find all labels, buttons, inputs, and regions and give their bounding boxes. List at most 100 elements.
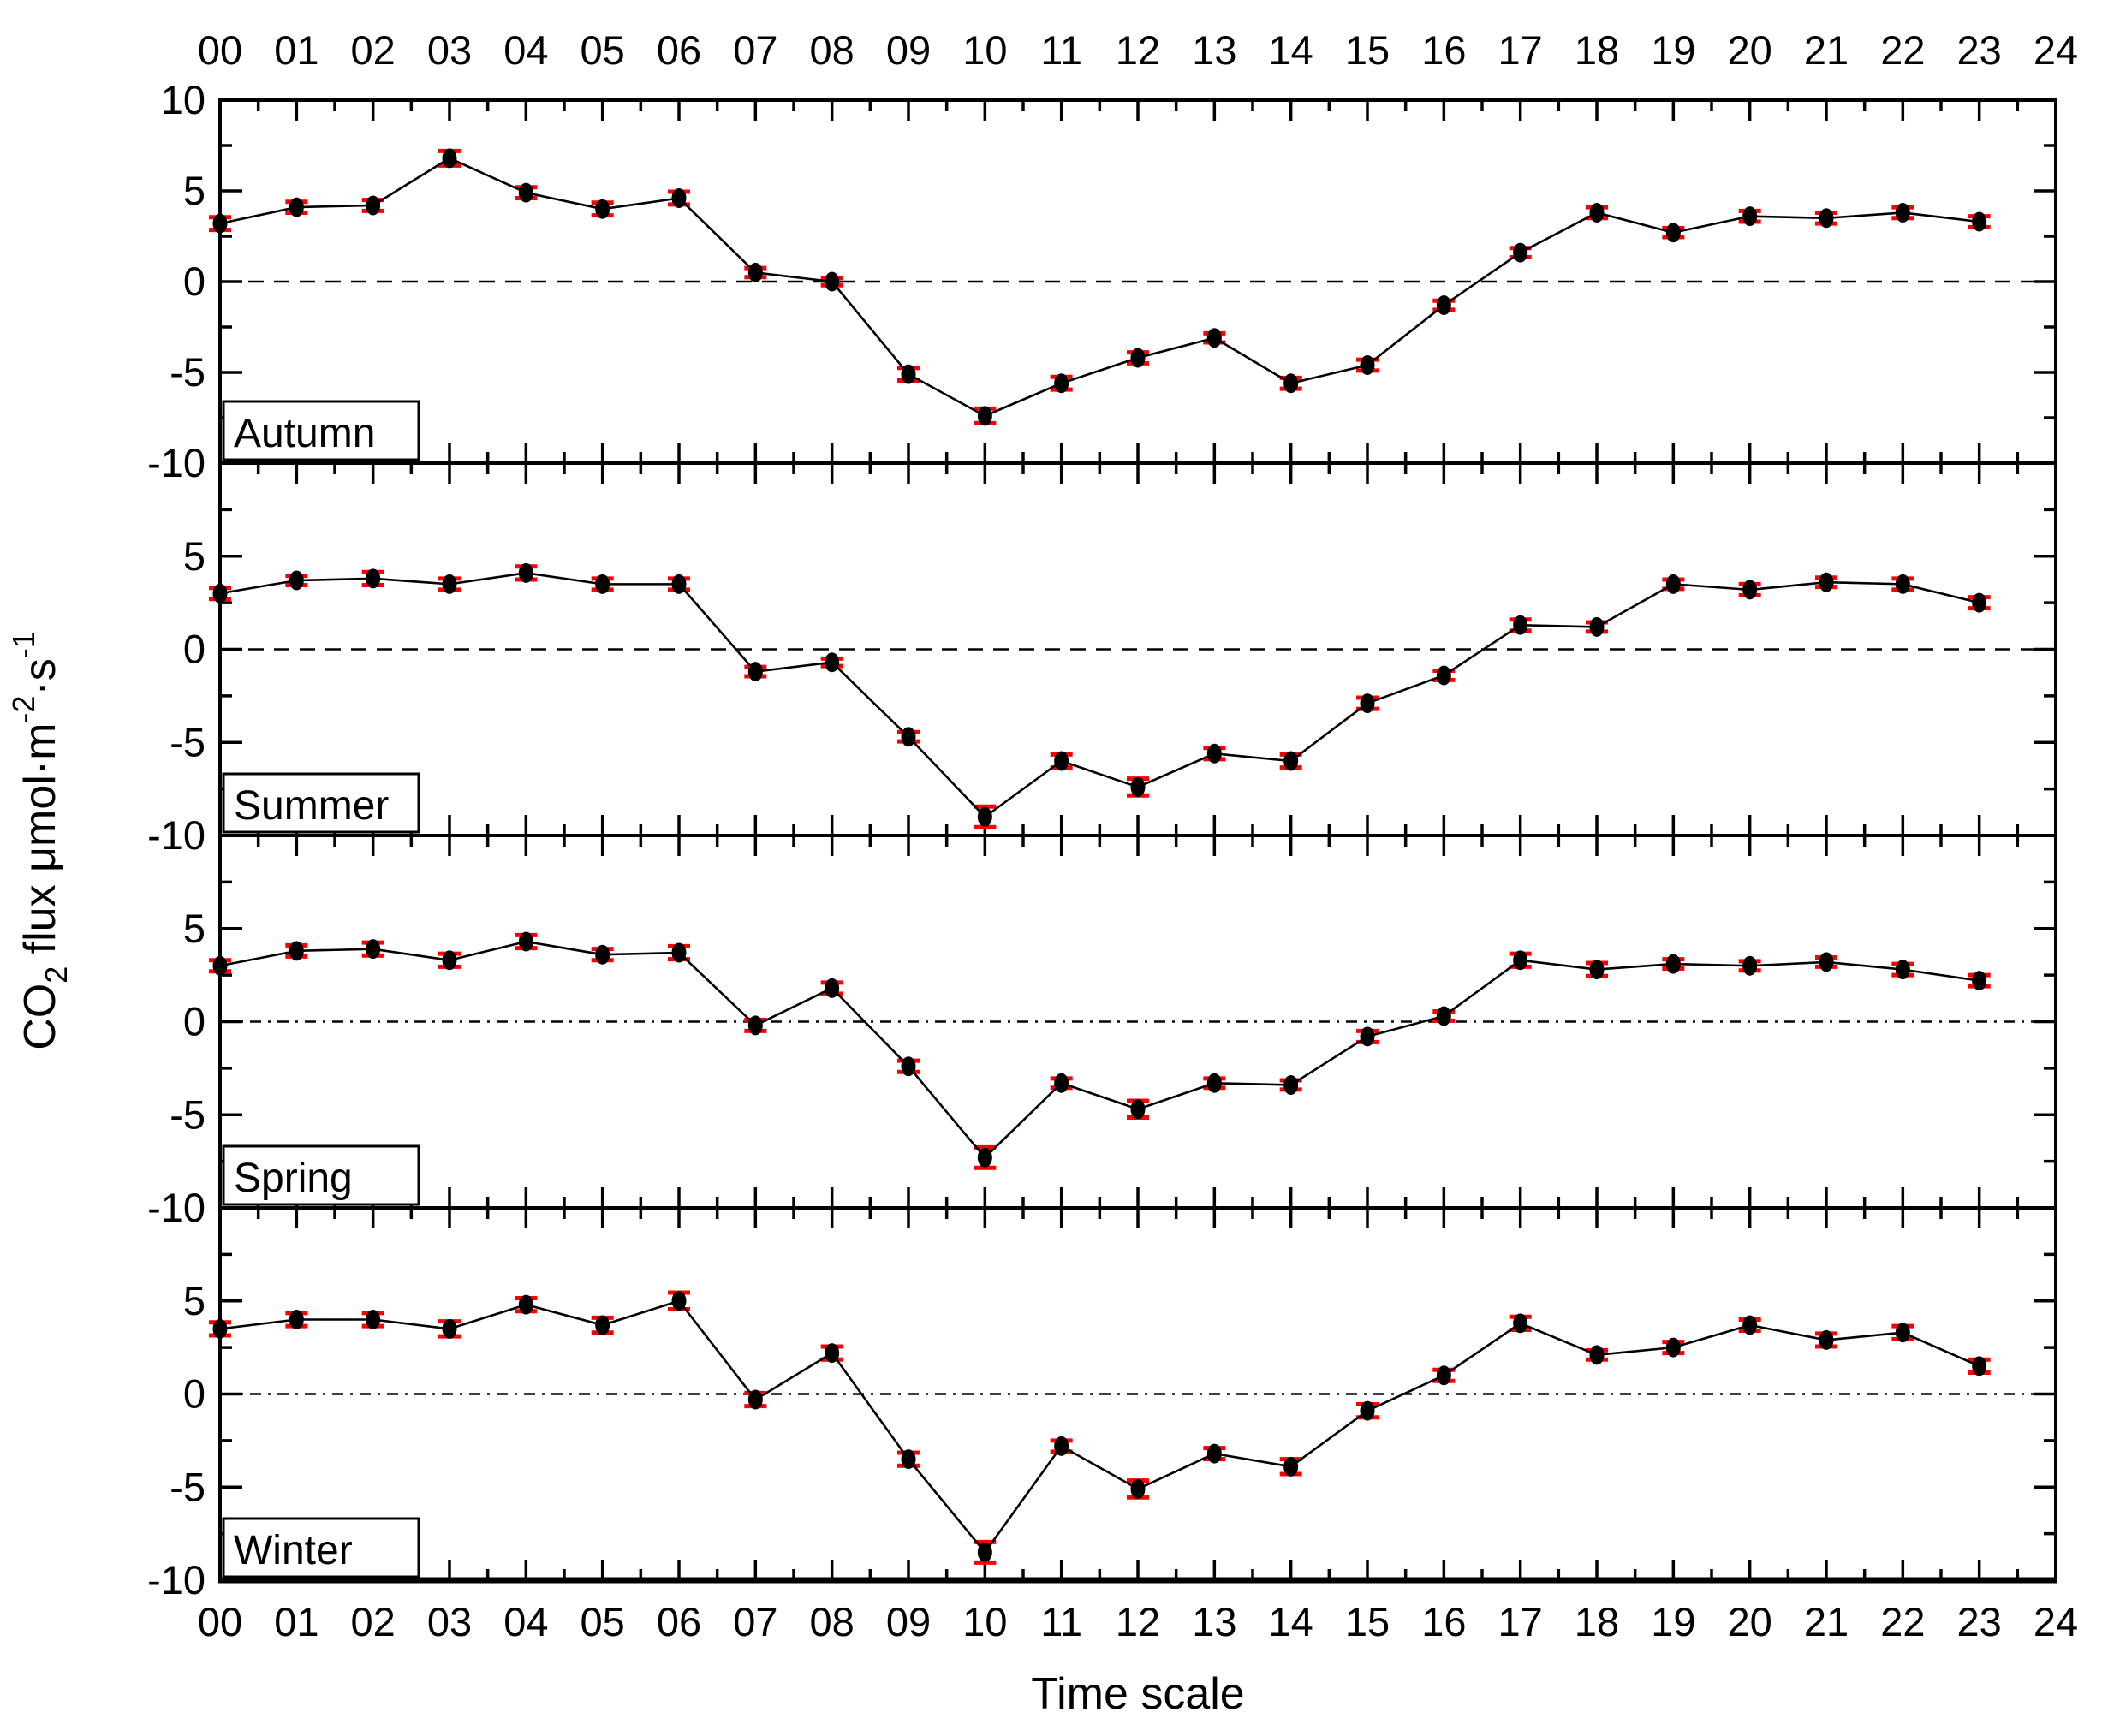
y-axis-title-part: -1	[6, 631, 41, 658]
data-point	[747, 662, 763, 682]
x-axis-title: Time scale	[1031, 1669, 1244, 1719]
x-tick-label-bottom: 05	[581, 1599, 625, 1644]
data-point	[671, 1291, 687, 1311]
season-label-box	[222, 1517, 420, 1578]
data-point	[1589, 616, 1605, 637]
data-point	[442, 574, 457, 594]
panels-root: 10 5 0 -5 -10 Autumn 5 0 -5 -10 Summer 5 0 -5 -10 Sprin…	[147, 27, 2078, 1644]
data-point	[1742, 580, 1758, 600]
data-point	[1589, 960, 1605, 980]
data-point	[366, 1310, 381, 1329]
data-point	[595, 574, 610, 594]
x-tick-label-top: 09	[886, 27, 931, 73]
data-point	[1895, 960, 1910, 980]
data-point	[1895, 1323, 1910, 1343]
y-tick-label: 0	[183, 1371, 205, 1417]
data-point	[825, 978, 840, 998]
data-point	[977, 1147, 992, 1168]
y-tick-label: 5	[183, 168, 205, 213]
x-tick-label-top: 15	[1345, 27, 1390, 73]
x-tick-label-bottom: 08	[810, 1599, 855, 1644]
data-point	[1360, 1400, 1375, 1421]
x-tick-label-bottom: 04	[503, 1599, 548, 1644]
y-tick-label: 5	[183, 1278, 205, 1323]
y-tick-label: 10	[161, 77, 205, 122]
y-axis-title-part: -2	[6, 696, 41, 723]
data-point	[901, 1449, 916, 1470]
x-tick-label-bottom: 06	[657, 1599, 701, 1644]
data-point	[1283, 1456, 1299, 1477]
data-point	[901, 364, 916, 384]
data-point	[901, 727, 916, 747]
data-point	[1513, 950, 1528, 971]
data-point	[1972, 1356, 1987, 1376]
data-point	[595, 1315, 610, 1335]
x-tick-label-top: 08	[810, 27, 855, 73]
season-label-box	[222, 400, 420, 461]
y-tick-label: 5	[183, 906, 205, 951]
x-tick-label-top: 06	[657, 27, 701, 73]
data-point	[977, 806, 992, 827]
x-tick-label-top: 11	[1040, 27, 1082, 73]
data-point	[1360, 355, 1375, 376]
x-tick-label-bottom: 11	[1040, 1599, 1082, 1644]
y-axis-title-part: flux μmol·m	[15, 723, 65, 966]
data-point	[289, 570, 304, 591]
data-point	[671, 574, 687, 594]
x-tick-label-bottom: 14	[1269, 1599, 1313, 1644]
data-point	[747, 1015, 763, 1036]
data-point	[518, 1294, 533, 1315]
data-point	[212, 213, 228, 234]
x-tick-label-top: 05	[581, 27, 625, 73]
x-tick-label-top: 03	[427, 27, 472, 73]
data-point	[289, 197, 304, 217]
x-tick-label-top: 22	[1880, 27, 1925, 73]
data-point	[1130, 1478, 1146, 1499]
y-tick-label: -10	[147, 812, 205, 858]
data-point	[595, 944, 610, 965]
x-tick-label-bottom: 07	[733, 1599, 777, 1644]
data-point	[1972, 971, 1987, 991]
data-point	[1054, 1436, 1069, 1456]
x-tick-label-top: 18	[1575, 27, 1619, 73]
data-point	[1206, 1073, 1222, 1093]
data-point	[671, 942, 687, 963]
data-point	[1972, 211, 1987, 232]
data-point	[825, 652, 840, 673]
data-point	[1436, 665, 1451, 686]
data-point	[1054, 373, 1069, 394]
y-tick-label: -5	[170, 719, 205, 764]
season-label: Spring	[234, 1156, 353, 1201]
data-point	[1130, 776, 1146, 797]
data-line	[219, 572, 1980, 818]
data-point	[1283, 1074, 1299, 1095]
x-tick-label-top: 04	[503, 27, 548, 73]
x-tick-label-top: 19	[1651, 27, 1695, 73]
data-point	[1206, 743, 1222, 764]
data-point	[1742, 1315, 1758, 1335]
y-axis-title-part: ·s	[15, 658, 65, 695]
x-tick-label-top: 16	[1421, 27, 1466, 73]
x-tick-label-top: 00	[198, 27, 242, 73]
y-tick-label: 0	[183, 627, 205, 672]
panel-winter: 5 0 -5 -10 Winter	[147, 1206, 2057, 1602]
data-point	[1589, 202, 1605, 223]
data-point	[212, 583, 228, 603]
data-point	[518, 562, 533, 583]
data-point	[825, 1343, 840, 1364]
data-point	[747, 1389, 763, 1410]
x-tick-label-bottom: 22	[1880, 1599, 1925, 1644]
y-tick-label: -5	[170, 1464, 205, 1509]
data-point	[1895, 202, 1910, 223]
x-tick-label-top: 10	[962, 27, 1007, 73]
panel-frame	[218, 98, 2057, 465]
data-point	[366, 939, 381, 960]
data-point	[1436, 1006, 1451, 1026]
season-label: Autumn	[234, 411, 375, 456]
x-tick-label-bottom: 20	[1728, 1599, 1772, 1644]
data-point	[1436, 295, 1451, 316]
x-tick-label-top: 02	[351, 27, 396, 73]
data-point	[1513, 1313, 1528, 1334]
